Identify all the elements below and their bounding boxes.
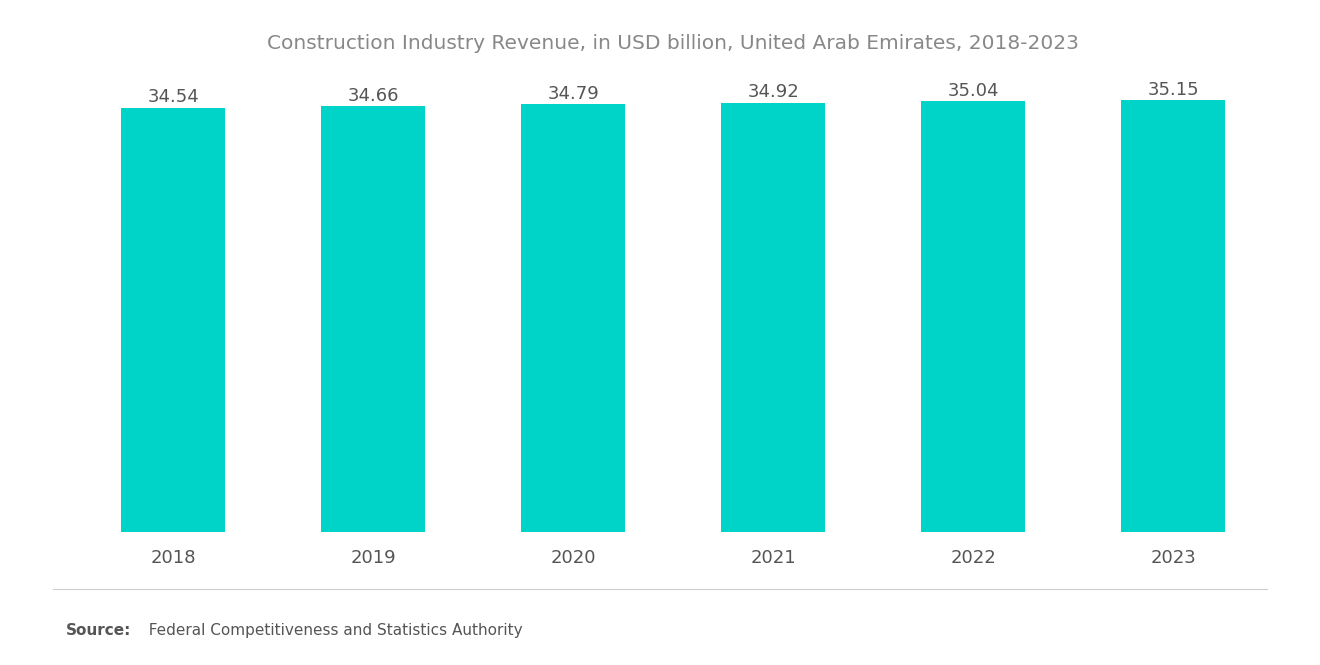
Text: 34.66: 34.66	[347, 86, 399, 104]
Title: Construction Industry Revenue, in USD billion, United Arab Emirates, 2018-2023: Construction Industry Revenue, in USD bi…	[267, 34, 1080, 53]
Text: Federal Competitiveness and Statistics Authority: Federal Competitiveness and Statistics A…	[139, 623, 523, 638]
Bar	[521, 104, 626, 532]
Bar	[321, 106, 425, 532]
Text: 35.15: 35.15	[1147, 80, 1199, 98]
Bar	[921, 102, 1026, 532]
Text: 35.04: 35.04	[948, 82, 999, 100]
Text: 34.54: 34.54	[148, 88, 199, 106]
Bar	[1121, 100, 1225, 532]
Bar	[121, 108, 226, 532]
Text: 34.79: 34.79	[548, 85, 599, 103]
Text: Source:: Source:	[66, 623, 132, 638]
Text: 34.92: 34.92	[747, 83, 799, 102]
Bar	[721, 103, 825, 532]
